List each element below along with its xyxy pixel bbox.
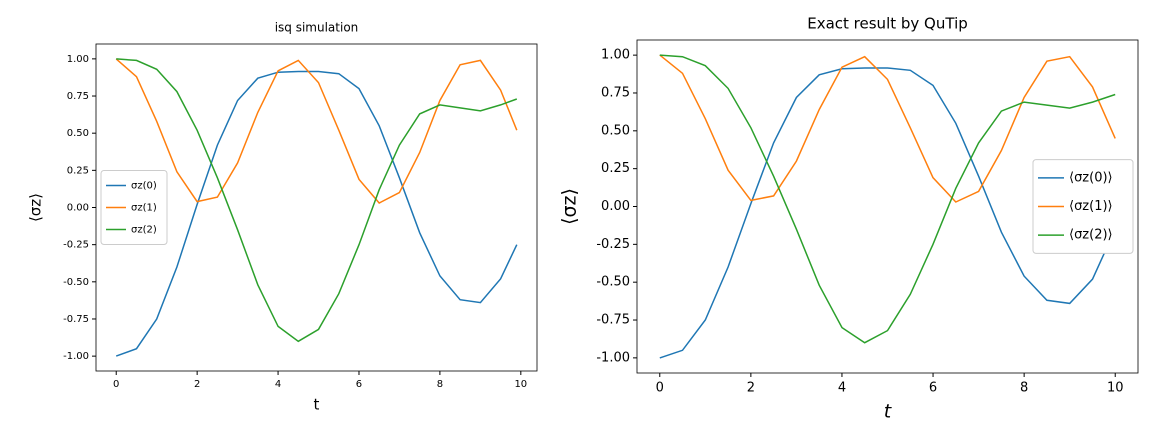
legend-label: ⟨σz(1)⟩ xyxy=(1069,199,1113,214)
x-tick-label: 10 xyxy=(1107,381,1124,396)
y-tick-label: -0.50 xyxy=(596,275,630,290)
series-line xyxy=(659,54,1116,203)
y-tick-label: 1.00 xyxy=(67,54,89,65)
x-tick-label: 8 xyxy=(437,379,443,390)
x-tick-label: 4 xyxy=(838,381,846,396)
y-tick-label: 0.75 xyxy=(601,85,630,100)
legend-label: ⟨σz(2)⟩ xyxy=(1069,228,1113,243)
y-tick-label: -0.75 xyxy=(596,313,630,328)
series-line xyxy=(659,67,1116,359)
y-tick-label: 0.50 xyxy=(67,128,89,139)
y-tick-label: -1.00 xyxy=(63,351,89,362)
legend-label: σz(1) xyxy=(131,203,157,214)
series-line xyxy=(659,54,1116,344)
legend-label: σz(0) xyxy=(131,181,157,192)
chart-title: isq simulation xyxy=(275,21,359,35)
y-axis-label: ⟨σz⟩ xyxy=(559,188,581,225)
x-tick-label: 2 xyxy=(194,379,200,390)
x-tick-label: 8 xyxy=(1020,381,1028,396)
y-tick-label: -1.00 xyxy=(596,350,630,365)
series-line xyxy=(116,58,518,343)
y-tick-label: 1.00 xyxy=(601,48,630,63)
y-tick-label: -0.25 xyxy=(596,237,630,252)
y-axis-label: ⟨σz⟩ xyxy=(27,193,45,222)
legend-label: ⟨σz(0)⟩ xyxy=(1069,170,1113,185)
y-tick-label: 0.25 xyxy=(601,161,630,176)
y-tick-label: 0.50 xyxy=(601,123,630,138)
legend-box xyxy=(100,170,168,245)
x-axis-label: t xyxy=(884,401,893,423)
x-tick-label: 6 xyxy=(929,381,937,396)
y-tick-label: 0.25 xyxy=(67,165,89,176)
x-axis-label: t xyxy=(314,396,320,414)
series-line xyxy=(115,70,518,357)
y-tick-label: -0.50 xyxy=(63,277,89,288)
y-tick-label: 0.00 xyxy=(67,203,89,214)
legend-box xyxy=(1032,159,1134,254)
legend-label: σz(2) xyxy=(131,225,157,236)
x-tick-label: 0 xyxy=(113,379,119,390)
x-tick-label: 6 xyxy=(356,379,362,390)
y-tick-label: -0.75 xyxy=(63,314,89,325)
x-tick-label: 0 xyxy=(656,381,664,396)
x-tick-label: 4 xyxy=(275,379,281,390)
series-line xyxy=(115,58,518,204)
y-tick-label: 0.75 xyxy=(67,91,89,102)
x-tick-label: 10 xyxy=(514,379,527,390)
y-tick-label: 0.00 xyxy=(601,199,630,214)
chart-title: Exact result by QuTip xyxy=(807,15,968,33)
y-tick-label: -0.25 xyxy=(63,240,89,251)
x-tick-label: 2 xyxy=(747,381,755,396)
